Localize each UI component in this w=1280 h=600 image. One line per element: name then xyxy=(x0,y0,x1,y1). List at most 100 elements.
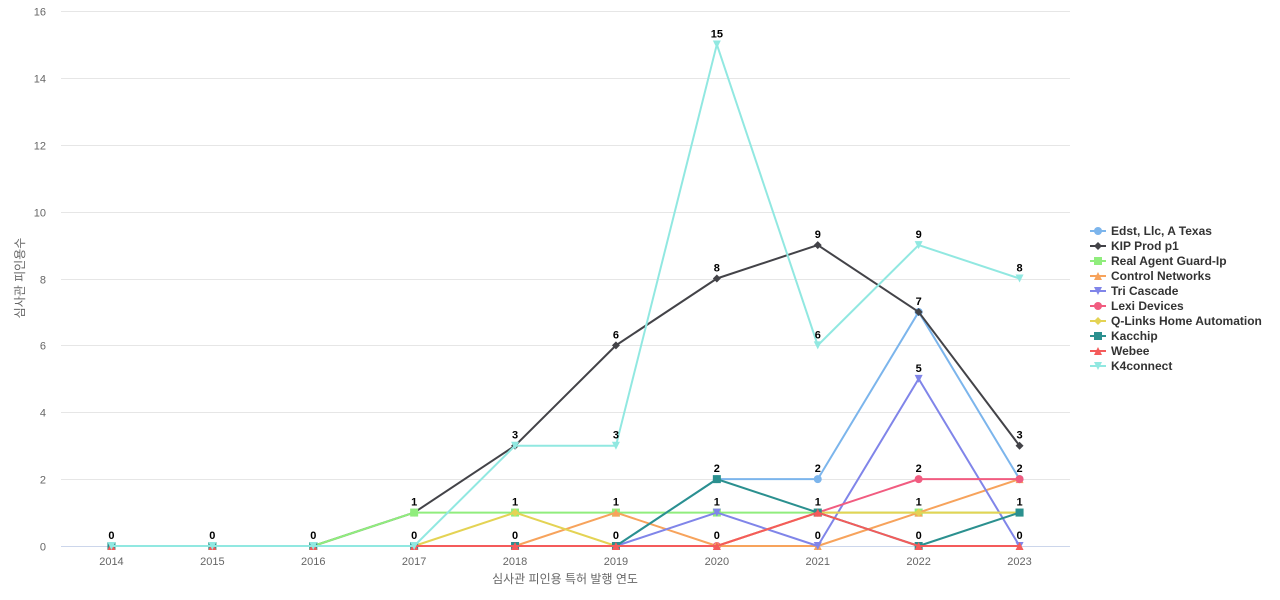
data-label: 9 xyxy=(815,229,821,241)
y-tick-label: 6 xyxy=(40,341,46,353)
legend-label: Q-Links Home Automation xyxy=(1111,314,1262,328)
data-point xyxy=(611,441,620,450)
x-tick-label: 2019 xyxy=(604,556,628,568)
legend-label: Edst, Llc, A Texas xyxy=(1111,224,1212,238)
data-point xyxy=(813,241,822,250)
legend-item[interactable]: K4connect xyxy=(1090,359,1172,373)
legend-marker xyxy=(1094,272,1102,280)
series-6 xyxy=(107,508,1024,550)
legend-item[interactable]: Real Agent Guard-Ip xyxy=(1090,254,1227,268)
data-label: 0 xyxy=(916,530,922,542)
data-point xyxy=(611,508,620,517)
data-point xyxy=(712,40,721,49)
x-tick-label: 2023 xyxy=(1007,556,1031,568)
data-label: 0 xyxy=(714,530,720,542)
legend-marker xyxy=(1094,302,1102,310)
legend-item[interactable]: Lexi Devices xyxy=(1090,299,1184,313)
data-point xyxy=(1015,475,1024,484)
legend-label: Webee xyxy=(1111,344,1150,358)
data-label: 9 xyxy=(916,229,922,241)
data-point xyxy=(208,542,217,550)
x-tick-label: 2021 xyxy=(806,556,830,568)
series-line xyxy=(110,43,1021,547)
data-point xyxy=(712,542,721,550)
series-1 xyxy=(107,241,1024,550)
legend-marker xyxy=(1094,362,1102,370)
legend-marker xyxy=(1094,257,1102,265)
data-label: 1 xyxy=(815,497,821,509)
data-label: 1 xyxy=(916,497,922,509)
legend-label: Real Agent Guard-Ip xyxy=(1111,254,1227,268)
data-point xyxy=(611,341,620,350)
data-point xyxy=(914,307,923,316)
data-label: 3 xyxy=(512,430,518,442)
data-point xyxy=(1015,542,1024,550)
data-point xyxy=(611,542,620,550)
data-point xyxy=(1015,441,1024,450)
legend-label: Control Networks xyxy=(1111,269,1211,283)
legend-label: Kacchip xyxy=(1111,329,1158,343)
data-label: 1 xyxy=(613,497,619,509)
data-label: 1 xyxy=(411,497,417,509)
legend-item[interactable]: Kacchip xyxy=(1090,329,1158,343)
data-point xyxy=(1015,508,1024,517)
series-line xyxy=(110,310,1021,547)
legend-item[interactable]: Webee xyxy=(1090,344,1150,358)
data-point xyxy=(107,542,116,550)
data-point xyxy=(914,475,923,484)
data-label: 8 xyxy=(1016,263,1022,275)
data-point xyxy=(511,542,520,550)
data-point xyxy=(309,542,318,550)
y-tick-label: 14 xyxy=(34,74,46,86)
x-tick-label: 2015 xyxy=(200,556,224,568)
data-point xyxy=(712,475,721,484)
legend-item[interactable]: Tri Cascade xyxy=(1090,284,1179,298)
x-tick-label: 2014 xyxy=(99,556,123,568)
x-axis-title: 심사관 피인용 특허 발행 연도 xyxy=(492,571,638,586)
y-tick-label: 8 xyxy=(40,275,46,287)
data-label: 8 xyxy=(714,263,720,275)
data-label: 1 xyxy=(512,497,518,509)
data-labels: 0 0 0 1 0 3 1 0 6 3 1 0 15 8 2 1 0 9 6 2 1 0 9 7 5 2 1 0 8 3 2 1 0 xyxy=(108,28,1022,542)
data-label: 0 xyxy=(1016,530,1022,542)
x-tick-label: 2022 xyxy=(906,556,930,568)
data-point xyxy=(1015,274,1024,283)
y-axis-title: 심사관 피인용수 xyxy=(13,238,27,319)
data-point xyxy=(410,508,419,517)
data-point xyxy=(410,542,419,550)
data-point xyxy=(813,341,822,350)
data-point xyxy=(813,475,822,484)
data-point xyxy=(914,542,923,550)
series-0 xyxy=(107,307,1024,550)
data-point xyxy=(914,374,923,383)
data-label: 2 xyxy=(916,463,922,475)
y-tick-label: 10 xyxy=(34,208,46,220)
data-label: 0 xyxy=(512,530,518,542)
data-point xyxy=(511,441,520,450)
data-point xyxy=(511,508,520,517)
data-point xyxy=(914,241,923,250)
legend-label: K4connect xyxy=(1111,359,1172,373)
series-layer xyxy=(107,40,1024,550)
x-tick-label: 2020 xyxy=(705,556,729,568)
data-label: 0 xyxy=(815,530,821,542)
data-point xyxy=(813,508,822,517)
legend-item[interactable]: Q-Links Home Automation xyxy=(1090,314,1262,328)
data-label: 2 xyxy=(815,463,821,475)
data-label: 5 xyxy=(916,363,922,375)
legend-marker xyxy=(1094,227,1102,235)
legend-marker xyxy=(1094,347,1102,355)
data-label: 0 xyxy=(108,530,114,542)
y-tick-label: 16 xyxy=(34,7,46,19)
data-label: 2 xyxy=(714,463,720,475)
legend-item[interactable]: Control Networks xyxy=(1090,269,1211,283)
series-9 xyxy=(107,40,1024,550)
data-label: 0 xyxy=(310,530,316,542)
legend-item[interactable]: KIP Prod p1 xyxy=(1090,239,1179,253)
legend-item[interactable]: Edst, Llc, A Texas xyxy=(1090,224,1212,238)
data-label: 3 xyxy=(1016,430,1022,442)
x-axis-ticks: 2014 2015 2016 2017 2018 2019 2020 2021 2022 2023 xyxy=(99,556,1032,568)
